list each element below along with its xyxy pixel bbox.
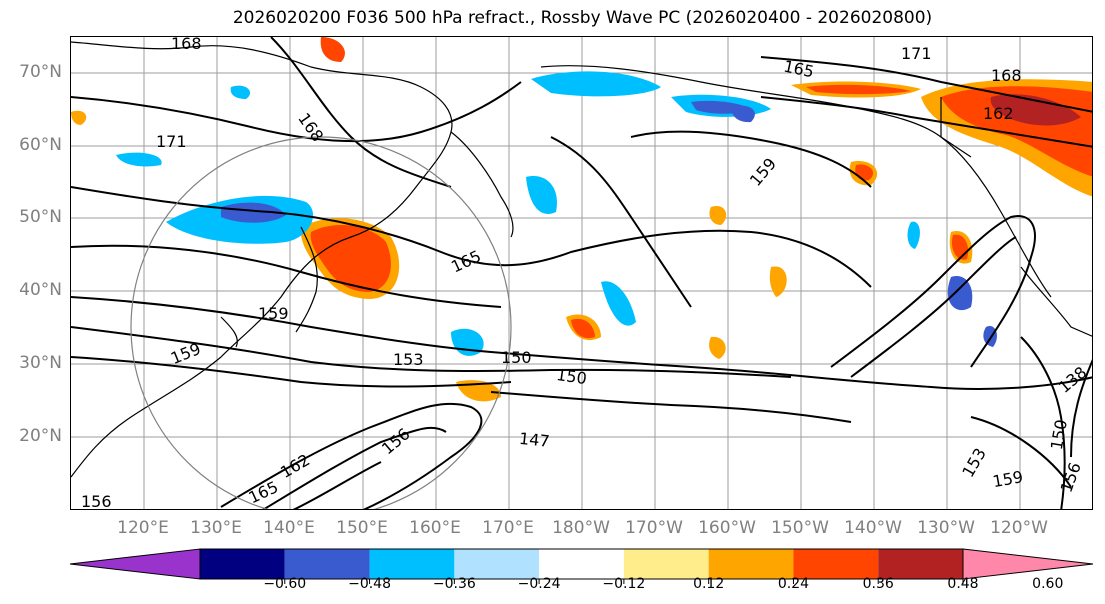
contour-label: 153 — [393, 350, 424, 369]
contour-label: 165 — [448, 246, 484, 276]
colorbar-outline — [199, 548, 964, 580]
chart-title: 2026020200 F036 500 hPa refract., Rossby… — [232, 8, 933, 28]
colorbar-tick-label: −0.60 — [263, 576, 307, 592]
colorbar-tick-label: −0.36 — [432, 576, 476, 592]
contour-label: 159 — [258, 304, 289, 323]
lon-label: 130°E — [190, 518, 242, 538]
map-canvas: 168 171 168 165 171 168 162 159 165 159 … — [71, 37, 1092, 510]
contour-label: 159 — [746, 154, 780, 190]
contour-label: 162 — [983, 104, 1014, 123]
lon-label: 150°W — [771, 518, 829, 538]
contour-label: 153 — [958, 445, 990, 481]
contour-label: 156 — [81, 492, 112, 510]
colorbar-swatch — [200, 549, 285, 579]
contours — [71, 37, 1092, 509]
graticule — [71, 37, 1092, 509]
contour-label: 162 — [277, 450, 313, 482]
colorbar-extend-low — [69, 548, 201, 580]
lon-label: 130°W — [917, 518, 975, 538]
shaded-field — [71, 37, 1092, 402]
contour-label: 171 — [901, 44, 932, 63]
colorbar-swatch — [454, 549, 540, 579]
colorbar-swatch — [793, 549, 879, 579]
colorbar-extend-high — [962, 548, 1094, 580]
lon-label: 150°E — [336, 518, 388, 538]
colorbar-tick-label: −0.12 — [602, 576, 646, 592]
colorbar-swatch — [539, 549, 624, 579]
colorbar-boxes — [69, 548, 1094, 584]
lon-label: 140°W — [844, 518, 902, 538]
colorbar-swatch — [878, 549, 963, 579]
contour-label: 171 — [156, 132, 187, 151]
lat-label-60n: 60°N — [19, 135, 62, 155]
lon-label: 120°W — [990, 518, 1048, 538]
range-circle — [130, 136, 512, 509]
lon-label: 160°W — [698, 518, 756, 538]
colorbar-tick-label: 0.48 — [947, 576, 979, 592]
lon-label: 170°W — [625, 518, 683, 538]
colorbar-tick-label: −0.48 — [348, 576, 391, 592]
contour-label: 159 — [991, 467, 1024, 491]
lat-label-50n: 50°N — [19, 207, 62, 227]
lat-label-40n: 40°N — [19, 280, 62, 300]
colorbar-tick-label: 0.24 — [777, 576, 810, 592]
contour-label: 156 — [1057, 460, 1085, 495]
colorbar-swatch — [369, 549, 455, 579]
lon-label: 160°E — [409, 518, 461, 538]
colorbar-swatch — [623, 549, 709, 579]
contour-label: 168 — [991, 66, 1022, 85]
colorbar-tick-label: −0.24 — [517, 576, 561, 592]
lat-label-70n: 70°N — [19, 62, 62, 82]
contour-label: 138 — [1055, 363, 1091, 397]
colorbar-swatch — [708, 549, 794, 579]
lat-label-20n: 20°N — [19, 426, 62, 446]
contour-label: 168 — [171, 37, 202, 53]
coastlines — [71, 41, 1092, 478]
colorbar-swatch — [284, 549, 370, 579]
contour-label: 150 — [1047, 418, 1071, 451]
contour-label: 150 — [501, 348, 532, 367]
contour-label: 147 — [518, 429, 550, 451]
colorbar-tick-label: 0.60 — [1032, 576, 1064, 592]
map-panel: 168 171 168 165 171 168 162 159 165 159 … — [70, 36, 1093, 510]
lat-label-30n: 30°N — [19, 353, 62, 373]
lon-label: 140°E — [263, 518, 315, 538]
lon-label: 170°E — [482, 518, 534, 538]
contour-label: 165 — [782, 57, 816, 82]
colorbar-tick-label: 0.36 — [862, 576, 894, 592]
contour-label: 156 — [378, 424, 414, 458]
colorbar-tick-label: 0.12 — [693, 576, 725, 592]
lon-label: 180°W — [552, 518, 610, 538]
contour-label: 150 — [555, 365, 588, 388]
lon-label: 120°E — [117, 518, 169, 538]
